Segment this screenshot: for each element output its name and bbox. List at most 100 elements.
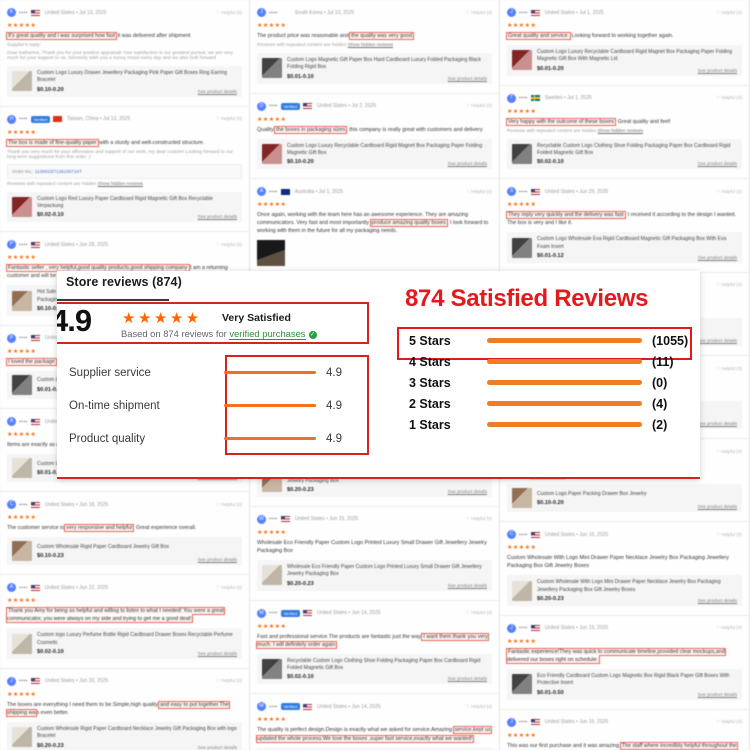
review-card[interactable]: J▪▪▪▪ United States • Jun 20, 2025 ♡ Helpf…: [0, 669, 249, 750]
helpful-button[interactable]: ♡ Helpful (0): [215, 501, 242, 507]
helpful-button[interactable]: ♡ Helpful (0): [715, 719, 742, 725]
review-text-highlight: The box is made of fine-quality paper: [6, 138, 99, 147]
product-card[interactable]: Custom Logo Luxury Drawer Jewellery Pack…: [7, 66, 242, 97]
review-card[interactable]: H ▪▪▪▪ Verified Taiwan, China • Jul 13, 202…: [0, 107, 249, 233]
star-breakdown-row[interactable]: 4 Stars (11): [409, 351, 699, 372]
product-card[interactable]: Custom Logo Wholesale Eva Rigid Cardboar…: [507, 232, 742, 263]
helpful-button[interactable]: ♡ Helpful (0): [715, 625, 742, 631]
see-product-details-link[interactable]: See product details: [697, 597, 737, 603]
see-product-details-link[interactable]: See product details: [197, 557, 237, 563]
see-product-details-link[interactable]: See product details: [197, 650, 237, 656]
helpful-button[interactable]: ♡ Helpful (0): [465, 188, 492, 194]
product-card[interactable]: Wholesale Eco Friendly Paper Custom Logo…: [257, 560, 492, 591]
helpful-button[interactable]: ♡ Helpful (0): [465, 103, 492, 109]
product-card[interactable]: Custom Logo Paper Packing Drawer Box Jew…: [507, 484, 742, 513]
review-photo[interactable]: [257, 239, 285, 266]
see-product-details-link[interactable]: See product details: [197, 744, 237, 750]
star-breakdown-count: (2): [652, 417, 668, 432]
review-card[interactable]: S ▪▪▪▪ United States • Jun 29, 2025 ♡ Helpf…: [500, 179, 749, 273]
product-card[interactable]: Custom Logo Luxury Recyclable Cardboard …: [507, 45, 742, 76]
helpful-button[interactable]: ♡ Helpful (0): [465, 516, 492, 522]
product-card[interactable]: Custom Logo Magnetic Gift Paper Box Hard…: [257, 53, 492, 84]
product-thumbnail: [12, 727, 32, 748]
helpful-button[interactable]: ♡ Helpful (0): [215, 116, 242, 122]
product-price: $0.01-0.50: [537, 689, 564, 696]
product-card[interactable]: Custom Wholesale With Logo Mini Drawer P…: [507, 575, 742, 606]
review-card[interactable]: J ▪▪▪▪ South Korea • Jul 10, 2025 ♡ Helpful…: [250, 0, 499, 94]
helpful-button[interactable]: ♡ Helpful (0): [215, 9, 242, 15]
product-card[interactable]: Custom Logo Luxury Recyclable Cardboard …: [257, 138, 492, 170]
review-card[interactable]: J ▪▪▪▪ United States • Jun 16, 2025 ♡ Helpf…: [500, 710, 749, 750]
verified-purchases-link[interactable]: verified purchases: [229, 328, 306, 340]
helpful-button[interactable]: ♡ Helpful (0): [715, 9, 742, 15]
product-price: $0.01-0.20: [537, 65, 564, 72]
review-text: The boxes are everything I need them to …: [6, 700, 242, 718]
see-product-details-link[interactable]: See product details: [697, 504, 737, 510]
product-card[interactable]: Recyclable Custom Logo Clothing Shoe Fol…: [507, 138, 742, 170]
review-card[interactable]: M ▪▪▪▪ Verified United States • Jun 14, 202…: [250, 694, 499, 750]
helpful-button[interactable]: ♡ Helpful (0): [715, 188, 742, 194]
review-meta: United States • Jun 20, 2025: [44, 678, 109, 685]
see-product-details-link[interactable]: See product details: [197, 214, 237, 220]
order-number-value[interactable]: 1139933/7136100724T: [34, 168, 82, 174]
see-product-details-link[interactable]: See product details: [697, 161, 737, 167]
star-breakdown-row[interactable]: 2 Stars (4): [409, 393, 699, 414]
review-text-post: , this company is really great with cust…: [346, 126, 483, 133]
review-text: The product price was reasonable and the…: [257, 32, 492, 40]
review-card[interactable]: C ▪▪▪▪ United States • Jun 18, 2025 ♡ Helpf…: [0, 492, 249, 576]
star-breakdown-label: 5 Stars: [409, 333, 451, 348]
helpful-button[interactable]: ♡ Helpful (0): [465, 703, 492, 709]
helpful-button[interactable]: ♡ Helpful (0): [715, 531, 742, 537]
review-card[interactable]: J ▪▪▪▪ United States • Jun 16, 2025 ♡ Helpf…: [500, 616, 749, 710]
review-card[interactable]: D ▪▪▪▪ Verified United States • Jul 2, 2025…: [250, 94, 499, 180]
helpful-button[interactable]: ♡ Helpful (0): [715, 448, 742, 454]
review-card[interactable]: J ▪▪▪▪ United States • Jul 1, 2025 ♡ Helpfu…: [500, 0, 749, 86]
product-card[interactable]: Eco Friendly Cardboard Custom Logo Magne…: [507, 669, 742, 700]
country-flag-icon: [530, 531, 540, 538]
product-card[interactable]: Custom Wholesale Rigid Paper Cardboard N…: [7, 722, 242, 750]
product-thumbnail: [262, 565, 282, 586]
see-product-details-link[interactable]: See product details: [697, 691, 737, 697]
helpful-button[interactable]: ♡ Helpful (0): [715, 95, 742, 101]
see-product-details-link[interactable]: See product details: [447, 161, 487, 167]
product-card[interactable]: Custom logo Luxury Perfume Bottle Rigid …: [7, 628, 242, 659]
star-breakdown-row[interactable]: 3 Stars (0): [409, 372, 699, 393]
review-stars-icon: ★★★★★: [7, 129, 37, 136]
product-card[interactable]: Custom Wholesale Rigid Paper Cardboard J…: [7, 537, 242, 566]
see-product-details-link[interactable]: See product details: [447, 75, 487, 81]
country-flag-icon: [30, 501, 40, 508]
star-breakdown-bar: [487, 359, 642, 364]
helpful-button[interactable]: ♡ Helpful (0): [215, 584, 242, 590]
show-hidden-reviews-link[interactable]: Show hidden reviews: [347, 43, 394, 49]
product-card[interactable]: Recyclable Custom Logo Clothing Shoe Fol…: [257, 653, 492, 685]
see-product-details-link[interactable]: See product details: [447, 676, 487, 682]
review-card[interactable]: T ▪▪▪▪ Sweden • Jul 1, 2025 ♡ Helpful (0) ★★…: [500, 86, 749, 180]
helpful-button[interactable]: ♡ Helpful (0): [715, 282, 742, 288]
show-hidden-reviews-link[interactable]: Show hidden reviews: [597, 128, 644, 134]
star-breakdown-row[interactable]: 1 Stars (2): [409, 414, 699, 435]
review-card[interactable]: W▪▪▪▪ United States • Jun 15, 2025 ♡ Helpf…: [250, 507, 499, 601]
helpful-button[interactable]: ♡ Helpful (0): [215, 678, 242, 684]
see-product-details-link[interactable]: See product details: [447, 582, 487, 588]
see-product-details-link[interactable]: See product details: [197, 88, 237, 94]
see-product-details-link[interactable]: See product details: [697, 421, 737, 427]
see-product-details-link[interactable]: See product details: [697, 67, 737, 73]
review-card[interactable]: M ▪▪▪▪ Verified United States • Jun 14, 202…: [250, 601, 499, 695]
helpful-button[interactable]: ♡ Helpful (0): [465, 610, 492, 616]
see-product-details-link[interactable]: See product details: [697, 338, 737, 344]
show-hidden-reviews-link[interactable]: Show hidden reviews: [97, 181, 144, 187]
review-card[interactable]: A ▪▪▪▪ United States • Jun 22, 2025 ♡ Helpf…: [0, 575, 249, 669]
star-breakdown-row[interactable]: 5 Stars (1055): [409, 330, 699, 351]
helpful-button[interactable]: ♡ Helpful (0): [465, 9, 492, 15]
see-product-details-link[interactable]: See product details: [697, 254, 737, 260]
see-product-details-link[interactable]: See product details: [447, 488, 487, 494]
product-card[interactable]: Custom Logo Red Luxury Paper Cardboard R…: [7, 191, 242, 223]
avatar: W: [257, 514, 266, 524]
product-card[interactable]: Wholesale Eco Friendly Paper Custom Logo…: [257, 747, 492, 750]
helpful-button[interactable]: ♡ Helpful (0): [215, 241, 242, 247]
review-card[interactable]: K ▪▪▪▪ United States • Jul 13, 2025 ♡ Helpf…: [0, 0, 249, 107]
helpful-button[interactable]: ♡ Helpful (0): [715, 365, 742, 371]
title-underline: [57, 299, 169, 301]
review-meta: United States • Jul 1, 2025: [544, 9, 604, 16]
review-card[interactable]: C ▪▪▪▪ United States • Jun 16, 2025 ♡ Helpf…: [500, 522, 749, 616]
